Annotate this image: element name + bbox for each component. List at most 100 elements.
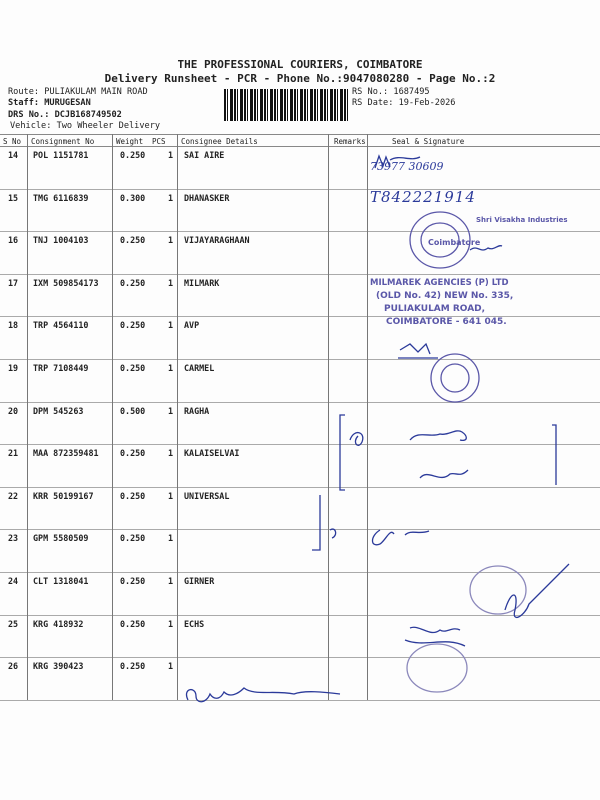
sno-cell: 19 [8, 363, 19, 373]
pcs-cell: 1 [168, 661, 174, 672]
stamp-milmarek-name: MILMAREK AGENCIES (P) LTD [370, 278, 509, 288]
consignee-cell: UNIVERSAL [184, 490, 230, 501]
sno-cell: 14 [8, 150, 19, 160]
pcs-cell: 1 [168, 533, 174, 544]
consignment-cell: MAA 872359481 [33, 448, 99, 459]
sno-cell: 17 [8, 277, 19, 288]
pcs-cell: 1 [168, 235, 174, 246]
divider [0, 146, 600, 147]
row-divider [0, 614, 600, 616]
consignee-cell: VIJAYARAGHAAN [184, 235, 250, 246]
consignee-cell: AVP [184, 320, 200, 331]
stamp-row24 [469, 565, 527, 615]
signature-row24 [504, 563, 570, 619]
consignment-cell: TRP 4564110 [33, 320, 89, 331]
sno-cell: 15 [8, 192, 19, 203]
consignee-cell: DHANASKER [184, 192, 230, 203]
divider [0, 134, 600, 135]
weight-cell: 0.300 [120, 192, 146, 203]
row-divider [0, 316, 600, 318]
row-divider [0, 273, 600, 275]
stamp-visakha-city: Coimbatore [428, 238, 481, 247]
consignment-cell: KRG 418932 [33, 618, 84, 629]
runsheet-subtitle: Delivery Runsheet - PCR - Phone No.:9047… [104, 72, 496, 85]
weight-cell: 0.250 [120, 490, 146, 501]
signature-row23 [329, 528, 430, 546]
sno-cell: 21 [8, 448, 19, 459]
consignment-cell: TRP 7108449 [33, 363, 89, 373]
signature-row25 [404, 626, 466, 647]
col-seal: Seal & Signature [392, 137, 465, 146]
rs-number: RS No.: 1687495 [352, 87, 430, 97]
row-divider [0, 231, 600, 233]
bracket-row22 [312, 495, 321, 551]
stamp-row26 [406, 643, 468, 693]
pcs-cell: 1 [168, 192, 174, 203]
weight-cell: 0.250 [120, 576, 146, 586]
consignment-cell: IXM 509854173 [33, 277, 99, 288]
sno-cell: 22 [8, 490, 19, 501]
col-consignee: Consignee Details [181, 137, 258, 146]
col-remarks: Remarks [334, 137, 366, 146]
column-divider [328, 134, 329, 700]
weight-cell: 0.250 [120, 235, 146, 246]
signature-row18 [398, 342, 438, 359]
staff: Staff: MURUGESAN [8, 98, 91, 108]
consignee-cell: RAGHA [184, 405, 210, 416]
weight-cell: 0.250 [120, 277, 146, 288]
stamp-milmarek-city: COIMBATORE - 641 045. [386, 317, 507, 327]
row-divider [0, 444, 600, 446]
weight-cell: 0.250 [120, 448, 146, 459]
row-divider [0, 188, 600, 190]
row-divider [0, 486, 600, 488]
pcs-cell: 1 [168, 405, 174, 416]
signature-row26 [185, 687, 341, 703]
row-divider [0, 529, 600, 531]
signature-row21 [419, 469, 469, 479]
rs-date: RS Date: 19-Feb-2026 [352, 98, 456, 108]
consignee-cell: CARMEL [184, 363, 215, 373]
handwritten-phone-row15: T842221914 [370, 188, 476, 206]
col-weight: Weight [116, 137, 144, 146]
sno-cell: 25 [8, 618, 19, 629]
row-divider [0, 657, 600, 659]
weight-cell: 0.250 [120, 618, 146, 629]
pcs-cell: 1 [168, 320, 174, 331]
sno-cell: 20 [8, 405, 19, 416]
pcs-cell: 1 [168, 277, 174, 288]
sno-cell: 16 [8, 235, 19, 246]
consignment-cell: KRR 50199167 [33, 490, 94, 501]
consignment-cell: DPM 545263 [33, 405, 84, 416]
consignment-cell: TNJ 1004103 [33, 235, 89, 246]
vehicle: Vehicle: Two Wheeler Delivery [10, 121, 161, 131]
consignee-cell: KALAISELVAI [184, 448, 240, 459]
row-divider [0, 699, 600, 701]
col-consignment: Consignment No [31, 137, 95, 146]
consignee-cell: GIRNER [184, 576, 215, 586]
consignment-cell: CLT 1318041 [33, 576, 89, 586]
column-divider [177, 134, 178, 700]
signature-row14 [374, 154, 421, 169]
pcs-cell: 1 [168, 576, 174, 586]
consignee-cell: ECHS [184, 618, 205, 629]
pcs-cell: 1 [168, 448, 174, 459]
weight-cell: 0.250 [120, 661, 146, 672]
stamp-milmarek-road: PULIAKULAM ROAD, [384, 304, 486, 314]
consignee-cell: MILMARK [184, 277, 220, 288]
pcs-cell: 1 [168, 490, 174, 501]
row-divider [0, 572, 600, 573]
consignment-cell: KRG 390423 [33, 661, 84, 672]
row-divider [0, 401, 600, 403]
consignment-cell: POL 1151781 [33, 150, 89, 160]
column-divider [112, 134, 113, 700]
stamp-visakha-name: Shri Visakha Industries [476, 216, 568, 224]
pcs-cell: 1 [168, 363, 174, 373]
weight-cell: 0.250 [120, 363, 146, 373]
col-sno: S No [3, 137, 22, 146]
sno-cell: 18 [8, 320, 19, 331]
stamp-round-row19 [430, 353, 480, 403]
consignee-cell: SAI AIRE [184, 150, 225, 160]
drs-number: DRS No.: DCJB168749502 [8, 110, 122, 120]
consignment-cell: GPM 5580509 [33, 533, 89, 544]
